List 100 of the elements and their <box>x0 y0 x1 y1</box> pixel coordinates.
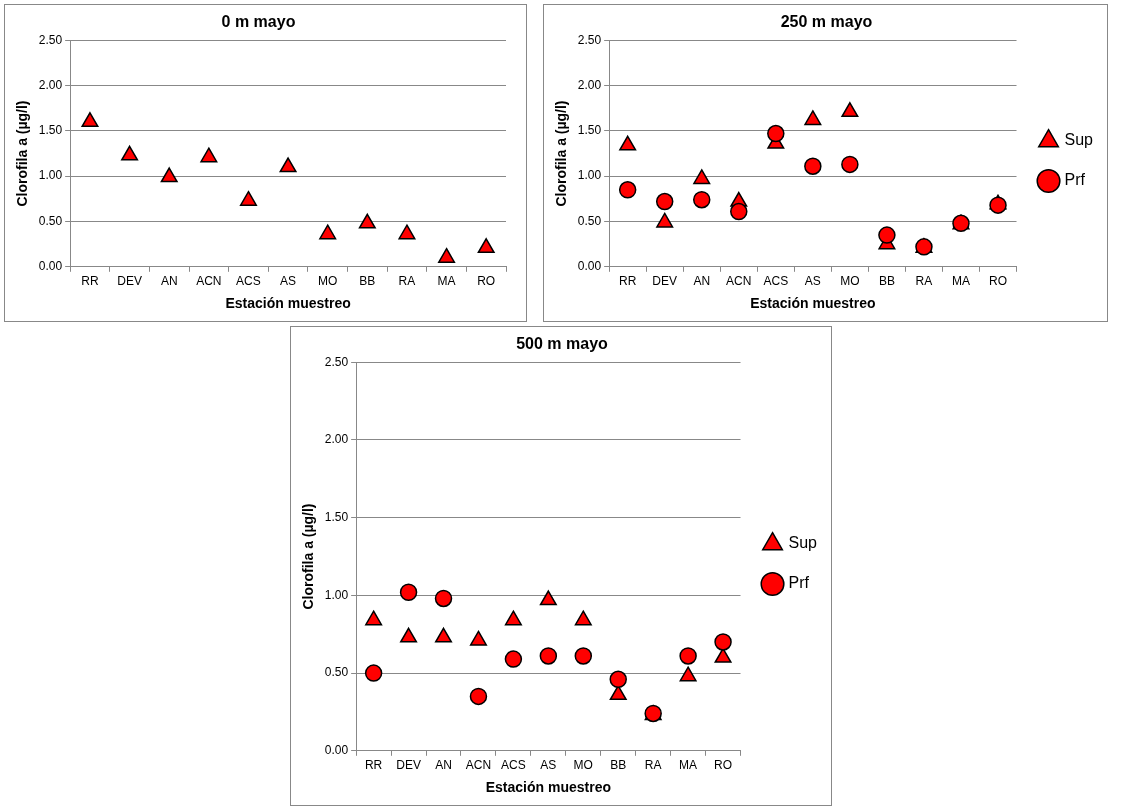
x-tick-label: RA <box>398 274 416 289</box>
x-tick-label: DEV <box>117 274 142 289</box>
y-tick-label: 0.00 <box>324 743 349 758</box>
y-tick-label: 2.00 <box>38 77 63 92</box>
x-tick-label: ACN <box>726 274 752 289</box>
x-tick-label: RO <box>714 758 733 773</box>
y-axis-title: Clorofila a (µg/l) <box>300 503 317 610</box>
y-tick-label: 1.00 <box>324 587 349 602</box>
point <box>364 664 383 682</box>
point <box>539 590 557 606</box>
point <box>477 238 495 254</box>
point <box>400 627 418 643</box>
point <box>804 157 822 175</box>
point <box>618 181 637 199</box>
point <box>714 633 732 651</box>
x-tick-label: BB <box>878 274 895 289</box>
x-tick-label: AN <box>693 274 711 289</box>
point <box>841 155 859 174</box>
point <box>539 647 558 665</box>
point <box>679 666 697 682</box>
x-axis-title: Estación muestreo <box>225 295 351 312</box>
point <box>121 145 139 161</box>
point <box>434 627 453 643</box>
y-tick-label: 1.00 <box>38 168 63 183</box>
legend-label: Sup <box>1064 131 1094 149</box>
x-tick-label: DEV <box>396 758 421 773</box>
y-tick-label: 1.00 <box>577 168 602 183</box>
x-tick-label: MO <box>573 758 593 773</box>
point <box>693 169 711 185</box>
point <box>574 610 592 626</box>
point <box>239 190 257 206</box>
x-tick-label: RA <box>644 758 662 773</box>
point <box>609 670 627 689</box>
point <box>358 213 376 229</box>
x-tick-label: ACS <box>501 758 526 773</box>
point <box>469 630 487 646</box>
point <box>434 589 453 608</box>
x-tick-label: MA <box>437 274 456 289</box>
chart-title: 250 m mayo <box>780 13 873 31</box>
point <box>878 226 896 244</box>
legend-label: Prf <box>788 574 810 592</box>
x-axis-title: Estación muestreo <box>750 295 876 312</box>
x-tick-label: MO <box>840 274 860 289</box>
x-tick-label: ACS <box>763 274 789 289</box>
y-tick-label: 1.50 <box>324 509 349 524</box>
y-tick-label: 2.50 <box>577 32 602 47</box>
point <box>692 190 711 209</box>
x-tick-label: RR <box>364 758 383 773</box>
point <box>81 112 99 128</box>
x-tick-label: RR <box>619 274 637 289</box>
point <box>619 135 637 151</box>
point <box>365 610 383 626</box>
point <box>504 650 523 668</box>
x-tick-label: BB <box>610 758 627 773</box>
point <box>574 647 593 665</box>
x-tick-label: RR <box>81 274 99 289</box>
y-tick-label: 2.50 <box>38 32 63 47</box>
y-tick-label: 0.50 <box>38 213 63 228</box>
y-tick-label: 1.50 <box>38 123 63 138</box>
point <box>469 687 488 706</box>
x-tick-label: AN <box>435 758 452 773</box>
y-tick-label: 2.00 <box>577 77 602 92</box>
x-tick-label: DEV <box>652 274 678 289</box>
y-tick-label: 0.50 <box>324 665 349 680</box>
point <box>160 167 178 183</box>
x-tick-label: AS <box>280 274 297 289</box>
x-tick-label: ACN <box>196 274 222 289</box>
chart-title: 500 m mayo <box>516 335 609 353</box>
x-tick-label: ACN <box>465 758 492 773</box>
y-tick-label: 2.00 <box>324 432 349 447</box>
x-tick-label: BB <box>359 274 376 289</box>
y-axis-title: Clorofila a (µg/l) <box>553 100 570 207</box>
legend-label: Prf <box>1064 171 1086 189</box>
point <box>279 157 297 173</box>
point <box>398 224 416 240</box>
point <box>319 224 337 240</box>
point <box>989 196 1007 214</box>
x-tick-label: MA <box>679 758 698 773</box>
x-axis-title: Estación muestreo <box>485 779 611 796</box>
x-tick-label: AN <box>160 274 178 289</box>
point <box>841 102 859 118</box>
legend-label: Sup <box>788 534 818 552</box>
point <box>804 110 822 126</box>
y-axis-title: Clorofila a (µg/l) <box>14 100 31 207</box>
point <box>730 202 748 221</box>
y-tick-label: 0.00 <box>577 259 602 274</box>
point <box>609 685 627 701</box>
x-tick-label: AS <box>540 758 557 773</box>
point <box>655 192 674 211</box>
point <box>200 147 218 163</box>
x-tick-label: AS <box>804 274 821 289</box>
x-tick-label: RA <box>915 274 933 289</box>
point <box>504 610 522 626</box>
y-tick-label: 0.50 <box>577 213 602 228</box>
x-tick-label: RO <box>477 274 496 289</box>
point <box>767 124 785 143</box>
x-tick-label: MO <box>318 274 338 289</box>
point <box>399 583 418 601</box>
y-tick-label: 0.00 <box>38 259 63 274</box>
x-tick-label: RO <box>989 274 1008 289</box>
